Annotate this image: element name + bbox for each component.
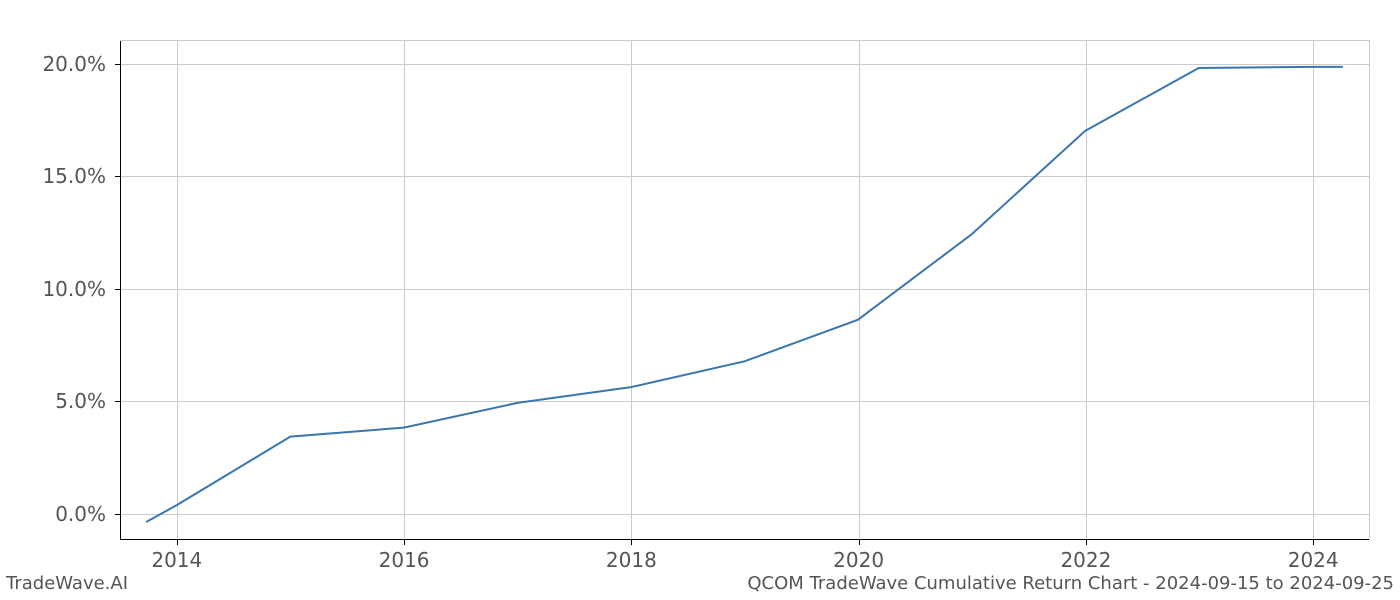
x-tick-label: 2024 [1288,548,1339,572]
x-tick-label: 2018 [606,548,657,572]
y-tick-label: 20.0% [42,52,106,76]
x-tick-mark [1086,540,1087,545]
x-tick-label: 2020 [833,548,884,572]
data-line [146,67,1343,522]
y-tick-label: 15.0% [42,164,106,188]
y-axis-spine [120,41,121,540]
plot-area: 2014201620182020202220240.0%5.0%10.0%15.… [120,40,1370,540]
x-tick-mark [404,540,405,545]
y-tick-label: 10.0% [42,277,106,301]
x-axis-spine [120,539,1369,540]
line-chart-svg [120,41,1369,540]
x-tick-mark [631,540,632,545]
x-tick-label: 2016 [379,548,430,572]
y-tick-label: 5.0% [55,389,106,413]
x-tick-mark [859,540,860,545]
chart-container: 2014201620182020202220240.0%5.0%10.0%15.… [120,40,1370,540]
footer-left-text: TradeWave.AI [6,573,128,594]
x-tick-mark [1313,540,1314,545]
footer-right-text: QCOM TradeWave Cumulative Return Chart -… [747,573,1394,594]
x-tick-mark [177,540,178,545]
x-tick-label: 2014 [151,548,202,572]
x-tick-label: 2022 [1060,548,1111,572]
y-tick-label: 0.0% [55,502,106,526]
